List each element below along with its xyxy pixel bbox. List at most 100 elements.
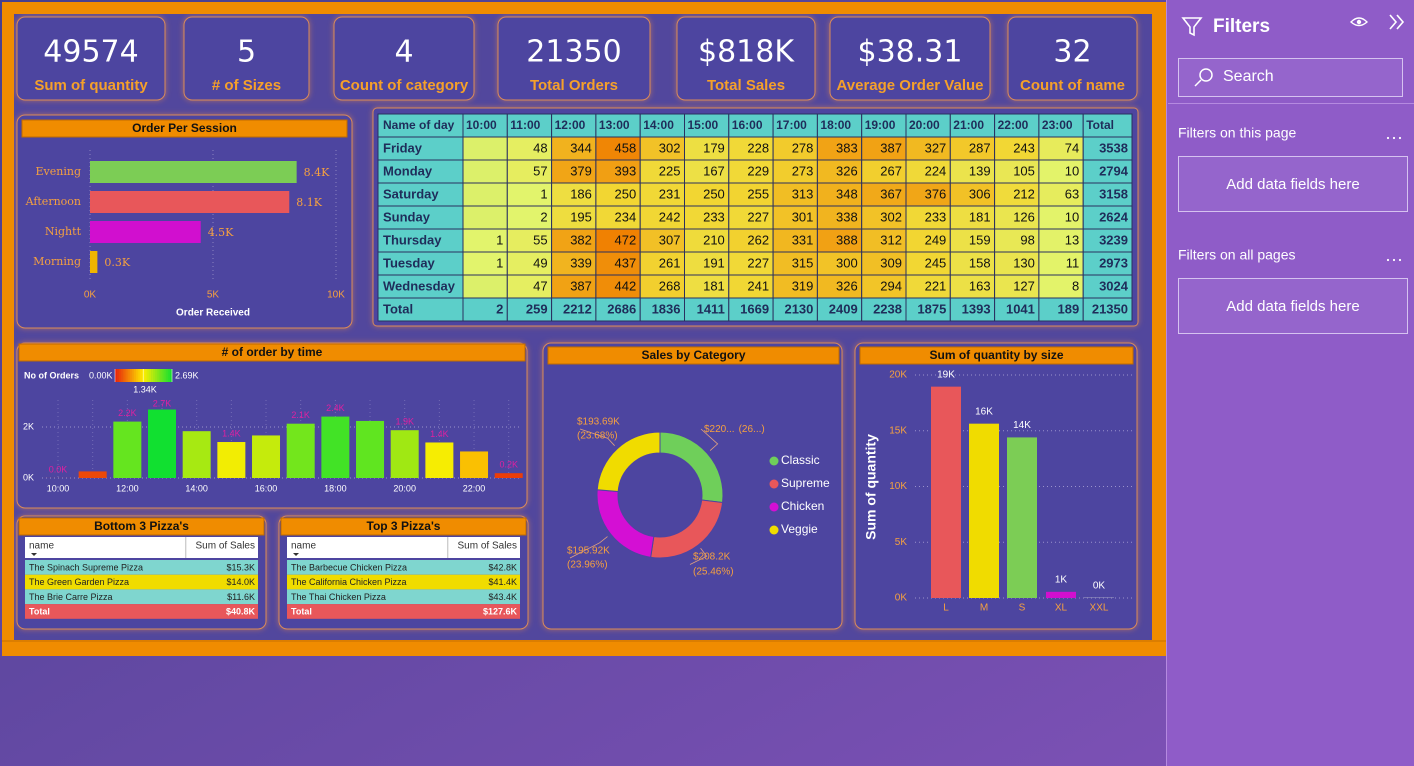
legend-gradient [143,369,146,382]
x-tick-label: XXL [1090,603,1109,614]
cell-value: 227 [747,209,769,224]
kpi-label: Sum of quantity [34,77,148,94]
eye-icon[interactable] [1349,17,1369,27]
legend-label: 1.34K [133,384,157,394]
table-row [287,560,520,575]
data-label: 1.4K [430,429,449,439]
cell-value: 63 [1065,186,1079,201]
column-header: 13:00 [599,118,630,132]
drop-zone[interactable] [1178,156,1408,212]
cell-value: 105 [1013,163,1035,178]
column-header: 23:00 [1042,118,1073,132]
legend-gradient [116,369,120,382]
table-header [25,537,258,558]
more-icon[interactable] [1386,136,1390,140]
cell-value: 2 [540,209,547,224]
cell-value: 287 [969,140,991,155]
category-label: Morning [33,255,81,268]
cell-value: 228 [747,140,769,155]
legend-label: Classic [781,453,820,467]
visual-title: Sales by Category [641,348,745,362]
column-header: 20:00 [909,118,940,132]
column-header: Sum of Sales [458,541,517,552]
bar [148,409,177,478]
cell-value: 1 [540,186,547,201]
search-box[interactable] [1178,58,1403,97]
legend-label: 2.69K [175,370,199,380]
y-tick-label: 20K [889,370,907,381]
x-tick-label: 12:00 [116,483,139,493]
cell-value: 233 [703,209,725,224]
more-icon[interactable] [1386,258,1390,262]
leader-line [700,428,719,451]
kpi-value: 32 [1053,35,1091,70]
legend-gradient [122,369,125,382]
cell-value: 1 [496,232,503,247]
cell-value: 2212 [563,301,592,316]
column-header: 19:00 [865,118,896,132]
row-header: Total [383,301,413,316]
more-icon[interactable] [1392,258,1396,262]
bar [321,416,350,478]
matrix-cell [462,182,508,207]
total-value: 3538 [1099,140,1128,155]
data-label: 1.4K [222,428,241,438]
column-header: 10:00 [466,118,497,132]
cell-value: 387 [570,278,592,293]
table-total-label: Total [291,606,312,616]
cell-value: 327 [925,140,947,155]
column-header: Sum of Sales [196,541,255,552]
legend-gradient [145,369,148,382]
bar [90,161,297,183]
total-cell [1082,297,1133,322]
kpi-label: Total Sales [707,77,785,94]
column-header: 12:00 [555,118,586,132]
cell-value: 231 [659,186,681,201]
card [676,16,816,101]
legend-gradient [130,369,133,382]
table-row [287,574,520,590]
cell-value: 267 [880,163,902,178]
collapse-icon[interactable] [1389,14,1405,30]
drop-zone[interactable] [1178,278,1408,334]
legend-gradient [134,369,137,382]
data-label: 2.7K [153,398,172,408]
data-label: 8.1K [296,196,322,209]
cell-value: 1041 [1006,301,1035,316]
card [16,16,166,101]
legend-gradient [160,369,163,382]
data-label: 19K [937,369,955,380]
cell-value: 268 [659,278,681,293]
bar [217,442,246,478]
legend-marker [769,479,779,489]
table-cell: $15.3K [226,562,255,572]
cell-value: 302 [659,140,681,155]
legend-marker [769,456,779,466]
cell-value: 2130 [784,301,813,316]
cell-value: 245 [925,255,947,270]
more-icon[interactable] [1398,258,1402,262]
cell-value: 313 [792,186,814,201]
cell-value: 367 [880,186,902,201]
cell-value: 273 [792,163,814,178]
legend-gradient [124,369,127,382]
legend-gradient [118,369,121,382]
bar [252,435,281,478]
data-label: 0.3K [104,256,130,269]
search-icon [1194,79,1202,87]
cell-value: 47 [533,278,547,293]
bar [182,431,211,478]
table-cell: The Brie Carre Pizza [29,592,113,602]
cell-value: 49 [533,255,547,270]
table-total [25,604,258,619]
card [542,342,843,630]
table-total-value: $40.8K [226,606,256,616]
cell-value: 74 [1065,140,1079,155]
y-tick-label: 2K [23,421,34,431]
row-header: Thursday [383,232,442,247]
legend-label: 0.00K [89,370,113,380]
donut-slice [596,431,661,493]
more-icon[interactable] [1392,136,1396,140]
more-icon[interactable] [1398,136,1402,140]
legend-gradient [126,369,129,382]
